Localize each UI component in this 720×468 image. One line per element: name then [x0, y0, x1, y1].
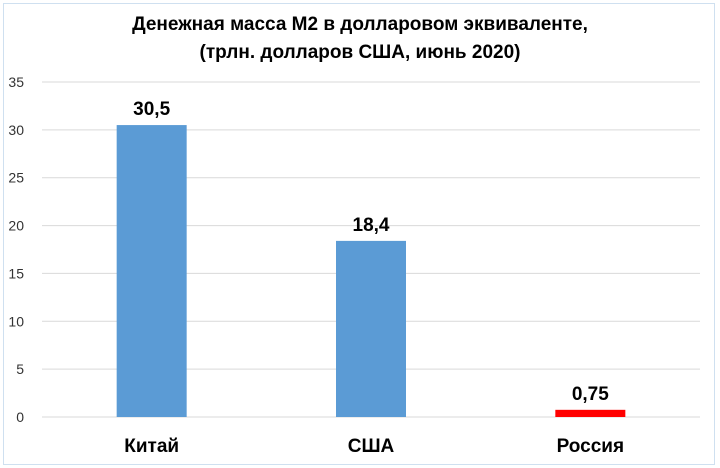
category-label: США [348, 436, 395, 457]
y-tick-label: 35 [8, 74, 24, 90]
data-label: 18,4 [353, 215, 390, 236]
category-label: Китай [124, 436, 179, 457]
bar [336, 240, 406, 417]
chart-title-line-1: Денежная масса М2 в долларовом эквивален… [132, 14, 588, 35]
data-label: 30,5 [133, 99, 170, 120]
y-tick-label: 25 [8, 170, 24, 186]
y-tick-label: 15 [8, 265, 24, 281]
chart-title-line-2: (трлн. долларов США, июнь 2020) [200, 42, 521, 63]
y-tick-label: 10 [8, 313, 24, 329]
y-tick-label: 5 [16, 361, 24, 377]
data-label: 0,75 [572, 384, 609, 405]
bar [116, 125, 187, 418]
category-label: Россия [557, 436, 624, 457]
y-tick-label: 0 [16, 409, 24, 425]
y-tick-label: 30 [8, 122, 24, 138]
bar [555, 409, 626, 417]
y-tick-label: 20 [8, 218, 24, 234]
